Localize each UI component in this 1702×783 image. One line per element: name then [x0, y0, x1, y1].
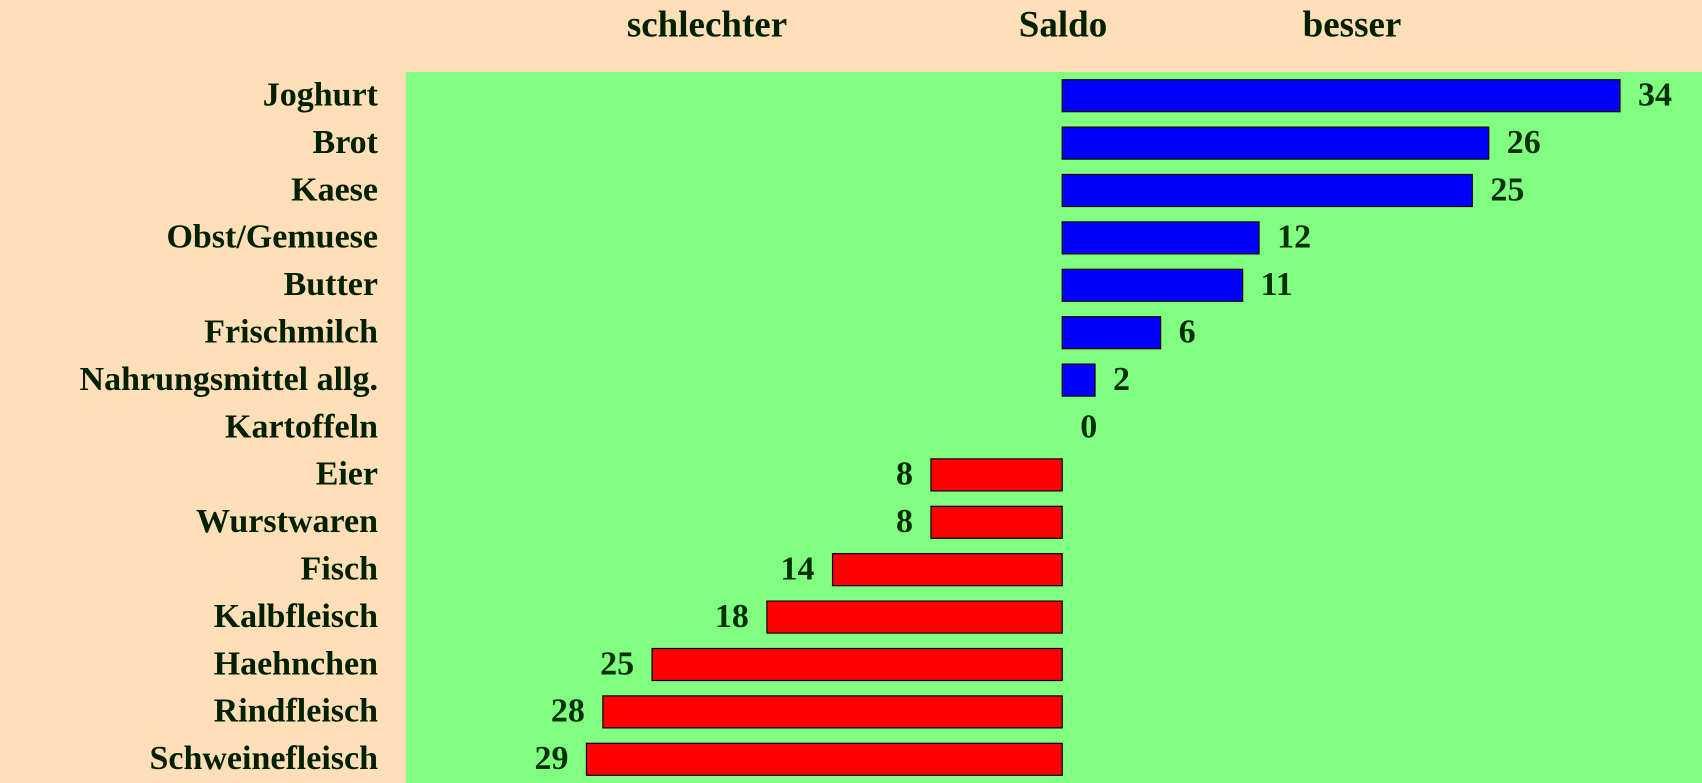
heading: besser [1303, 4, 1402, 45]
value-label: 25 [1490, 171, 1524, 208]
value-label: 26 [1507, 124, 1541, 161]
heading: Saldo [1019, 4, 1107, 45]
bar [651, 647, 1063, 682]
category-label: Kalbfleisch [214, 598, 378, 635]
bar [1061, 126, 1490, 160]
bar [602, 695, 1063, 729]
bar [1061, 79, 1621, 113]
value-label: 18 [715, 598, 749, 635]
value-label: 14 [781, 550, 815, 587]
value-label: 25 [600, 645, 634, 682]
value-label: 34 [1638, 76, 1672, 113]
value-label: 11 [1261, 266, 1293, 303]
bar [1061, 268, 1244, 302]
category-label: Eier [316, 456, 378, 493]
bar [1061, 221, 1260, 255]
category-label: Rindfleisch [214, 693, 378, 730]
value-label: 6 [1179, 313, 1196, 350]
value-label: 29 [534, 740, 568, 777]
heading: schlechter [627, 4, 787, 45]
category-label: Wurstwaren [196, 503, 378, 540]
bar [766, 600, 1063, 634]
value-label: 28 [551, 693, 585, 730]
value-label: 8 [896, 503, 913, 540]
bar [1061, 316, 1162, 350]
category-label: Haehnchen [214, 645, 378, 682]
bar [1061, 363, 1096, 397]
category-label: Fisch [301, 550, 379, 587]
category-label: Kartoffeln [225, 408, 378, 445]
category-label: Schweinefleisch [149, 740, 378, 777]
bar [831, 553, 1063, 587]
value-label: 12 [1277, 219, 1311, 256]
bar [1061, 173, 1473, 208]
bar [930, 458, 1063, 492]
category-label: Kaese [291, 171, 378, 208]
category-label: Butter [284, 266, 378, 303]
category-label: Frischmilch [204, 313, 378, 350]
value-label: 8 [896, 456, 913, 493]
value-label: 0 [1080, 408, 1097, 445]
category-label: Brot [313, 124, 379, 161]
category-label: Joghurt [263, 76, 379, 113]
value-label: 2 [1113, 361, 1130, 398]
bar [930, 505, 1063, 539]
bar [585, 742, 1063, 776]
category-label: Nahrungsmittel allg. [80, 361, 378, 398]
category-label: Obst/Gemuese [166, 219, 378, 256]
